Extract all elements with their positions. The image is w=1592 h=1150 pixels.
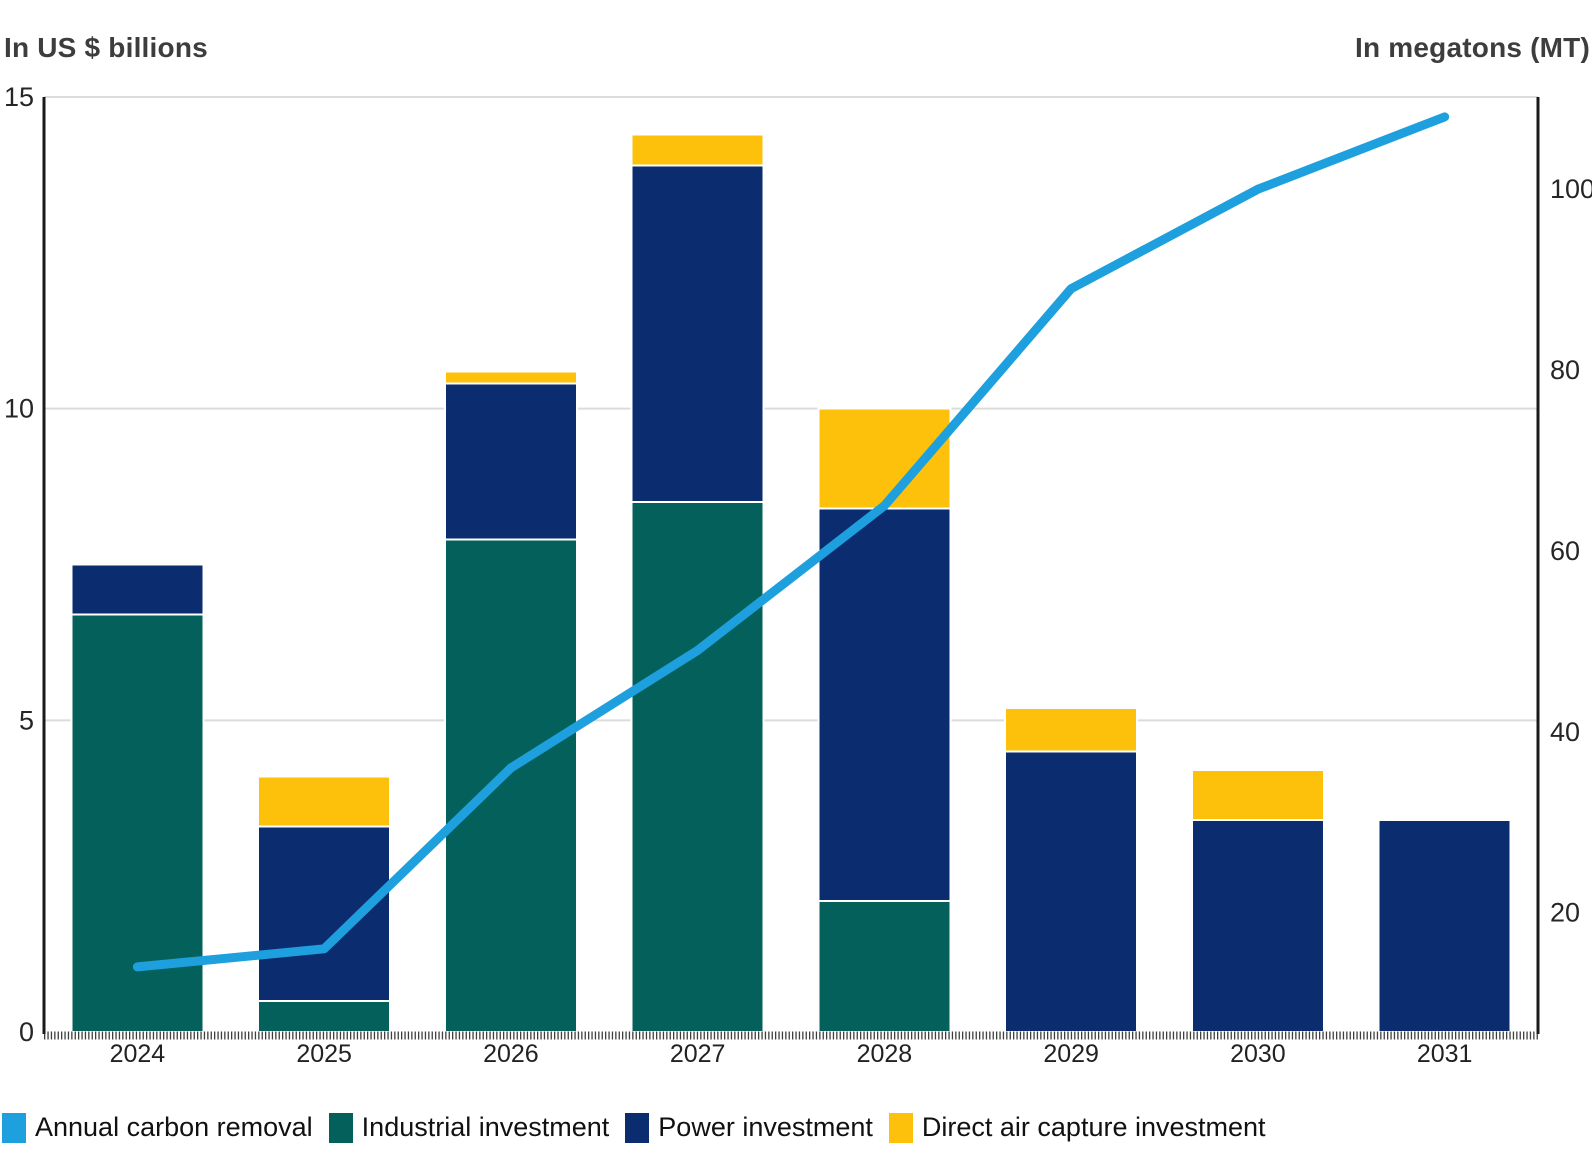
legend-swatch-power-investment: [625, 1112, 650, 1143]
legend-label: Direct air capture investment: [921, 1112, 1266, 1142]
x-axis-label-2030: 2030: [1230, 1040, 1286, 1068]
x-axis-label-2026: 2026: [483, 1040, 539, 1068]
left-axis-tick-5: 5: [19, 705, 34, 735]
bar-segment-2027-industrial-investment: [630, 501, 765, 1033]
x-axis-label-2025: 2025: [296, 1040, 352, 1068]
left-axis-tick-15: 15: [4, 82, 34, 112]
left-axis-tick-0: 0: [19, 1017, 34, 1047]
legend-item-power-investment: Power investment: [625, 1112, 873, 1143]
bar-segment-2025-industrial-investment: [257, 999, 392, 1033]
x-axis-label-2028: 2028: [857, 1040, 913, 1068]
legend-label: Power investment: [658, 1112, 873, 1142]
left-axis-title: In US $ billions: [4, 32, 208, 63]
legend-swatch-annual-carbon-removal: [2, 1112, 26, 1143]
x-axis-label-2024: 2024: [110, 1040, 166, 1068]
legend-item-annual-carbon-removal: Annual carbon removal: [2, 1112, 313, 1143]
bar-segment-2029-power-investment: [1004, 750, 1139, 1033]
legend: Annual carbon removal Industrial investm…: [2, 1112, 1266, 1143]
bar-segment-2028-industrial-investment: [817, 900, 952, 1033]
x-axis-label-2029: 2029: [1043, 1040, 1099, 1068]
left-axis-tick-10: 10: [4, 394, 34, 424]
legend-item-industrial-investment: Industrial investment: [328, 1112, 610, 1143]
bar-segment-2026-direct-air-capture-investment: [443, 370, 578, 385]
legend-swatch-direct-air-capture-investment: [888, 1112, 913, 1143]
right-axis-tick-20: 20: [1550, 898, 1580, 928]
right-axis-tick-80: 80: [1550, 355, 1580, 385]
right-axis-tick-100: 100: [1550, 174, 1592, 204]
bar-segment-2026-power-investment: [443, 382, 578, 541]
bar-segment-2027-direct-air-capture-investment: [630, 133, 765, 167]
bar-segment-2030-direct-air-capture-investment: [1190, 769, 1325, 822]
bar-segment-2024-power-investment: [70, 563, 205, 616]
bar-segment-2030-power-investment: [1190, 819, 1325, 1033]
bar-segment-2027-power-investment: [630, 164, 765, 504]
bar-segment-2031-power-investment: [1377, 819, 1512, 1033]
legend-item-direct-air-capture-investment: Direct air capture investment: [888, 1112, 1266, 1143]
right-axis-title: In megatons (MT): [1355, 32, 1590, 63]
right-axis-tick-60: 60: [1550, 536, 1580, 566]
bar-segment-2028-power-investment: [817, 507, 952, 903]
bar-segment-2025-direct-air-capture-investment: [257, 775, 392, 828]
legend-swatch-industrial-investment: [328, 1112, 353, 1143]
x-axis-label-2031: 2031: [1417, 1040, 1473, 1068]
bar-segment-2026-industrial-investment: [443, 538, 578, 1033]
bar-segment-2025-power-investment: [257, 825, 392, 1002]
legend-label: Annual carbon removal: [35, 1112, 313, 1142]
legend-label: Industrial investment: [361, 1112, 610, 1142]
bar-segment-2029-direct-air-capture-investment: [1004, 706, 1139, 753]
x-axis-label-2027: 2027: [670, 1040, 726, 1068]
annual-carbon-removal-line: [132, 112, 1450, 972]
right-axis-tick-40: 40: [1550, 717, 1580, 747]
